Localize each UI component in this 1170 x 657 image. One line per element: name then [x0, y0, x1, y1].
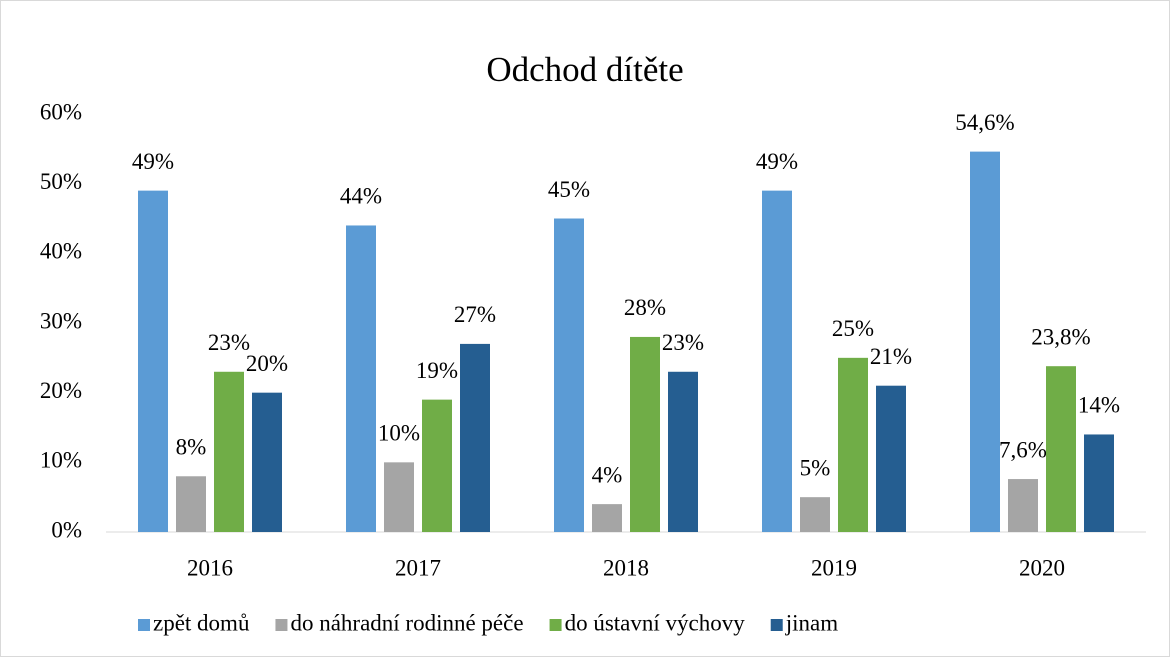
- value-label: 28%: [624, 295, 666, 320]
- value-label: 19%: [416, 358, 458, 383]
- bar: [252, 392, 282, 532]
- value-label: 20%: [246, 351, 288, 376]
- bar: [138, 190, 168, 532]
- bar: [1084, 434, 1114, 532]
- x-tick-label: 2017: [395, 555, 441, 580]
- legend-label: zpět domů: [153, 610, 250, 635]
- bar: [876, 385, 906, 532]
- value-label: 10%: [378, 421, 420, 446]
- bar: [384, 462, 414, 532]
- value-label: 23,8%: [1031, 324, 1090, 349]
- legend-swatch: [549, 619, 562, 631]
- value-label: 23%: [662, 330, 704, 355]
- legend-label: do ústavní výchovy: [565, 610, 746, 635]
- bar: [762, 190, 792, 532]
- value-label: 27%: [454, 302, 496, 327]
- y-tick-label: 20%: [40, 378, 82, 403]
- bar: [422, 399, 452, 532]
- legend-label: jinam: [785, 610, 838, 635]
- bar: [668, 371, 698, 532]
- x-tick-label: 2018: [603, 555, 649, 580]
- chart-title: Odchod dítěte: [486, 50, 683, 89]
- bar: [630, 336, 660, 532]
- value-label: 14%: [1078, 393, 1120, 418]
- bar: [1046, 366, 1076, 532]
- value-label: 7,6%: [999, 437, 1047, 462]
- value-label: 45%: [548, 177, 590, 202]
- value-label: 4%: [592, 462, 623, 487]
- bar: [592, 504, 622, 532]
- bar: [346, 225, 376, 532]
- value-label: 49%: [756, 149, 798, 174]
- value-label: 5%: [800, 455, 831, 480]
- y-tick-label: 60%: [40, 99, 82, 124]
- bar: [460, 343, 490, 532]
- bar: [1008, 479, 1038, 532]
- bar: [970, 151, 1000, 532]
- y-tick-label: 0%: [51, 517, 82, 542]
- x-tick-label: 2016: [187, 555, 233, 580]
- value-label: 8%: [176, 435, 207, 460]
- y-tick-label: 50%: [40, 169, 82, 194]
- y-tick-label: 30%: [40, 308, 82, 333]
- y-tick-label: 10%: [40, 448, 82, 473]
- y-tick-label: 40%: [40, 239, 82, 264]
- value-label: 25%: [832, 316, 874, 341]
- value-label: 21%: [870, 344, 912, 369]
- x-tick-label: 2019: [811, 555, 857, 580]
- bar: [800, 497, 830, 532]
- value-label: 44%: [340, 184, 382, 209]
- legend-label: do náhradní rodinné péče: [290, 610, 523, 635]
- value-label: 23%: [208, 330, 250, 355]
- legend-swatch: [770, 619, 783, 631]
- legend-swatch: [138, 619, 150, 631]
- value-label: 54,6%: [955, 110, 1014, 135]
- x-tick-label: 2020: [1019, 555, 1065, 580]
- legend-swatch: [275, 619, 288, 631]
- bar: [554, 218, 584, 532]
- bar: [214, 371, 244, 532]
- bar: [838, 357, 868, 532]
- bar: [176, 476, 206, 532]
- value-label: 49%: [132, 149, 174, 174]
